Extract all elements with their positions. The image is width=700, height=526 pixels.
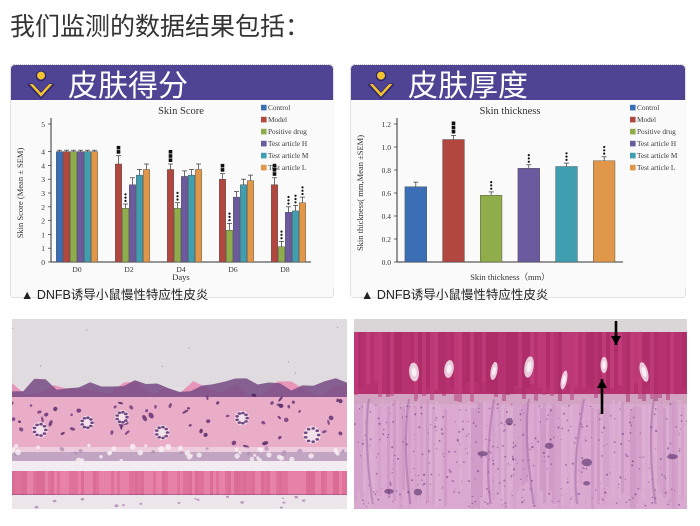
svg-text:Test article H: Test article H <box>637 139 677 148</box>
svg-text:4: 4 <box>41 148 45 157</box>
svg-text:Test article M: Test article M <box>637 151 678 160</box>
svg-text:0.4: 0.4 <box>382 212 392 221</box>
svg-text:Control: Control <box>637 103 659 112</box>
svg-text:0.6: 0.6 <box>382 189 392 198</box>
svg-text:D6: D6 <box>228 265 237 274</box>
svg-text:D0: D0 <box>72 265 81 274</box>
svg-text:Control: Control <box>268 103 290 112</box>
svg-text:Skin Score: Skin Score <box>158 106 204 117</box>
svg-text:D4: D4 <box>176 265 185 274</box>
svg-text:5: 5 <box>41 120 45 129</box>
svg-text:Skin Score (Mean ± SEM): Skin Score (Mean ± SEM) <box>15 148 25 239</box>
svg-text:0: 0 <box>41 258 45 267</box>
svg-text:1.0: 1.0 <box>382 143 392 152</box>
svg-text:Model: Model <box>268 115 287 124</box>
svg-text:2: 2 <box>41 217 45 226</box>
svg-text:Positive drug: Positive drug <box>268 127 307 136</box>
svg-text:Skin thickness（mm）: Skin thickness（mm） <box>470 272 550 282</box>
svg-text:Test article M: Test article M <box>268 151 309 160</box>
svg-text:Model: Model <box>637 115 656 124</box>
svg-text:D8: D8 <box>280 265 289 274</box>
svg-text:Test article L: Test article L <box>637 163 676 172</box>
svg-text:3: 3 <box>41 175 45 184</box>
svg-text:1: 1 <box>41 244 45 253</box>
svg-text:Skin thickness: Skin thickness <box>480 106 541 117</box>
svg-text:2: 2 <box>41 203 45 212</box>
svg-text:Skin thickness( mm,Mean ±SEM): Skin thickness( mm,Mean ±SEM) <box>355 135 365 251</box>
svg-text:0.2: 0.2 <box>382 235 392 244</box>
svg-text:3: 3 <box>41 189 45 198</box>
svg-text:4: 4 <box>41 161 45 170</box>
svg-text:D2: D2 <box>124 265 133 274</box>
svg-text:0.0: 0.0 <box>382 258 392 267</box>
svg-text:1: 1 <box>41 230 45 239</box>
svg-text:Test article H: Test article H <box>268 139 308 148</box>
svg-text:1.2: 1.2 <box>382 120 392 129</box>
svg-text:0.8: 0.8 <box>382 166 392 175</box>
svg-text:Positive drug: Positive drug <box>637 127 676 136</box>
